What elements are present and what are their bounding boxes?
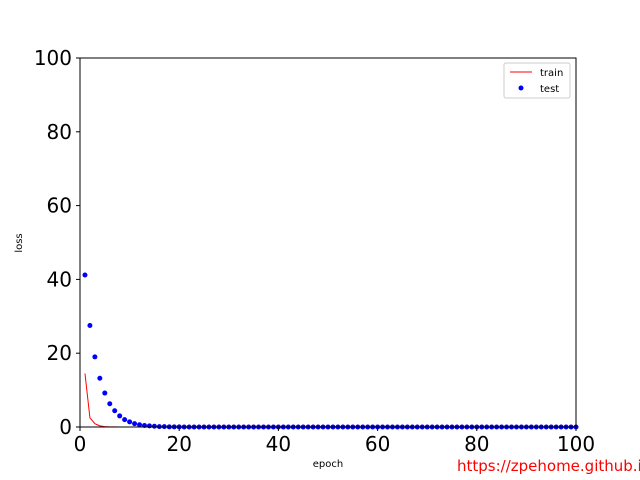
- data-point-test: [112, 408, 118, 414]
- data-point-test: [92, 354, 98, 360]
- data-point-test: [151, 423, 157, 429]
- y-tick-label: 0: [59, 415, 72, 439]
- y-tick-label: 40: [47, 267, 72, 291]
- x-tick-label: 40: [266, 432, 291, 456]
- x-axis-label: epoch: [313, 459, 343, 470]
- x-axis-ticks: 0 20 40 60 80 100: [74, 427, 595, 456]
- watermark-text: https://zpehome.github.io: [457, 457, 640, 475]
- y-tick-label: 20: [47, 341, 72, 365]
- data-point-test: [102, 390, 108, 396]
- x-tick-label: 80: [464, 432, 489, 456]
- axes-frame: [79, 57, 577, 428]
- data-point-test: [122, 417, 128, 423]
- data-point-test: [132, 421, 138, 427]
- legend-train-label: train: [540, 68, 563, 79]
- y-tick-label: 80: [47, 120, 72, 144]
- data-point-test: [97, 375, 103, 381]
- y-tick-label: 60: [47, 194, 72, 218]
- y-axis-ticks: 0 20 40 60 80 100: [34, 46, 80, 439]
- x-tick-label: 0: [74, 432, 87, 456]
- data-point-test: [82, 272, 88, 278]
- legend-test-swatch: [518, 85, 524, 91]
- data-point-test: [87, 323, 93, 329]
- y-axis-label: loss: [14, 233, 25, 252]
- x-tick-label: 100: [557, 432, 595, 456]
- y-tick-label: 100: [34, 46, 72, 70]
- data-point-test: [107, 401, 113, 407]
- legend: train test: [503, 62, 571, 99]
- x-tick-label: 20: [166, 432, 191, 456]
- data-point-test: [127, 419, 133, 425]
- data-point-test: [137, 422, 143, 428]
- legend-test-label: test: [540, 84, 559, 95]
- data-point-test: [117, 413, 123, 419]
- data-point-test: [146, 423, 152, 429]
- x-tick-label: 60: [365, 432, 390, 456]
